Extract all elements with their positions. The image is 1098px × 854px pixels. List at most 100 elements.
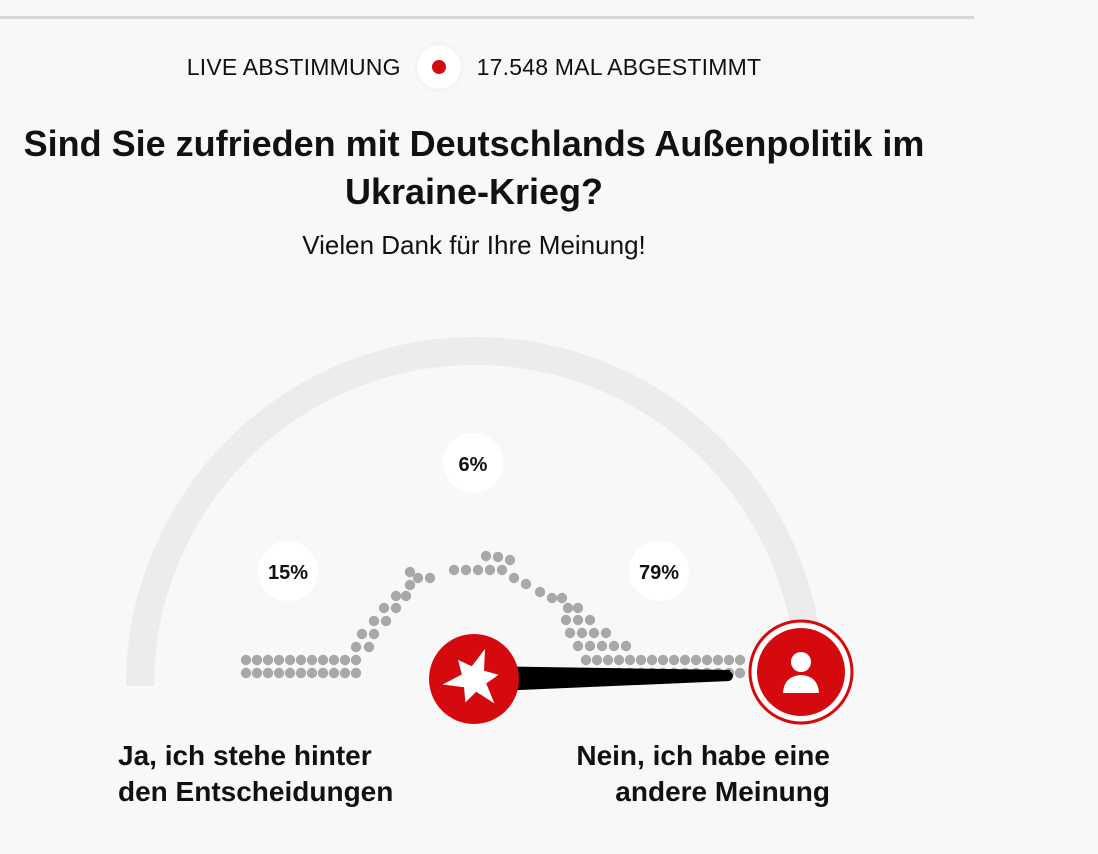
vote-dot	[472, 564, 484, 576]
live-indicator	[416, 45, 461, 89]
vote-dot	[273, 654, 285, 666]
vote-dot	[328, 667, 340, 679]
vote-dot	[251, 654, 263, 666]
vote-dot	[546, 592, 558, 604]
vote-dot	[363, 641, 375, 653]
vote-dot	[646, 654, 658, 666]
vote-dot	[295, 654, 307, 666]
vote-dot	[576, 627, 588, 639]
vote-dot	[262, 654, 274, 666]
vote-dot	[448, 564, 460, 576]
gauge-needle	[474, 666, 730, 692]
vote-dot	[580, 654, 592, 666]
live-status-bar: LIVE ABSTIMMUNG 17.548 MAL ABGESTIMMT	[0, 44, 948, 90]
vote-dot	[404, 579, 416, 591]
vote-dot	[240, 654, 252, 666]
vote-dot	[564, 627, 576, 639]
result-bubble-15: 15%	[258, 541, 318, 601]
vote-dot	[404, 566, 416, 578]
vote-dot	[635, 654, 647, 666]
vote-dot	[295, 667, 307, 679]
vote-dot	[600, 627, 612, 639]
option-nein-button[interactable]: Nein, ich habe eine andere Meinung	[500, 738, 830, 810]
vote-dot	[588, 627, 600, 639]
vote-dot	[484, 564, 496, 576]
vote-dot	[284, 667, 296, 679]
vote-dot	[624, 654, 636, 666]
vote-dot	[734, 667, 746, 679]
vote-dot	[560, 614, 572, 626]
vote-dot	[306, 654, 318, 666]
vote-dot	[328, 654, 340, 666]
vote-dot	[712, 654, 724, 666]
vote-dot	[480, 550, 492, 562]
vote-dot	[668, 654, 680, 666]
thanks-message: Vielen Dank für Ihre Meinung!	[302, 230, 646, 260]
vote-dot	[520, 578, 532, 590]
vote-dot	[556, 592, 568, 604]
vote-dot	[350, 654, 362, 666]
result-label-middle: 6%	[459, 454, 488, 476]
vote-dot	[400, 590, 412, 602]
vote-dot	[508, 572, 520, 584]
poll-question: Sind Sie zufrieden mit Deutschlands Auße…	[23, 123, 925, 212]
vote-dot	[350, 667, 362, 679]
stern-logo-icon	[429, 634, 519, 724]
vote-dot	[534, 586, 546, 598]
option-ja-line1: Ja, ich stehe hinter	[118, 740, 372, 771]
vote-dot	[657, 654, 669, 666]
vote-dot	[390, 602, 402, 614]
vote-dot	[613, 654, 625, 666]
vote-dot	[350, 641, 362, 653]
vote-dot	[251, 667, 263, 679]
live-dot-icon	[431, 60, 446, 74]
vote-dot	[723, 654, 735, 666]
vote-dot	[284, 654, 296, 666]
vote-dot	[262, 667, 274, 679]
vote-dot	[584, 640, 596, 652]
vote-dot	[562, 602, 574, 614]
vote-dot	[412, 572, 424, 584]
result-label-nein: 79%	[639, 562, 679, 584]
gauge-track	[126, 337, 824, 687]
option-nein-line1: Nein, ich habe eine	[576, 740, 830, 771]
vote-dot	[317, 654, 329, 666]
vote-dot	[390, 590, 402, 602]
option-ja-button[interactable]: Ja, ich stehe hinter den Entscheidungen	[118, 738, 393, 810]
vote-dot	[368, 615, 380, 627]
vote-dot	[504, 554, 516, 566]
option-ja-line2: den Entscheidungen	[118, 776, 394, 807]
vote-dot	[572, 614, 584, 626]
vote-dot	[424, 572, 436, 584]
vote-dot	[380, 615, 392, 627]
vote-dot	[584, 614, 596, 626]
vote-dot	[679, 654, 691, 666]
vote-dot	[317, 667, 329, 679]
vote-dot	[608, 640, 620, 652]
vote-dot	[602, 654, 614, 666]
vote-dot	[734, 654, 746, 666]
vote-dot	[378, 602, 390, 614]
live-label: LIVE ABSTIMMUNG	[186, 53, 401, 80]
result-bubble-79: 79%	[629, 541, 689, 601]
vote-dot	[368, 628, 380, 640]
vote-dot	[572, 602, 584, 614]
vote-dot	[690, 654, 702, 666]
vote-dot	[460, 564, 472, 576]
user-avatar-icon	[748, 619, 854, 725]
vote-dot	[591, 654, 603, 666]
vote-dot	[240, 667, 252, 679]
vote-dot	[572, 640, 584, 652]
vote-dot	[356, 628, 368, 640]
option-nein-line2: andere Meinung	[615, 776, 830, 807]
vote-dot	[596, 640, 608, 652]
result-bubble-6: 6%	[443, 433, 503, 493]
vote-dot	[496, 564, 508, 576]
result-label-ja: 15%	[268, 562, 308, 584]
vote-dot	[492, 551, 504, 563]
vote-dot	[339, 667, 351, 679]
vote-dot	[273, 667, 285, 679]
vote-dot	[701, 654, 713, 666]
vote-dot	[620, 640, 632, 652]
